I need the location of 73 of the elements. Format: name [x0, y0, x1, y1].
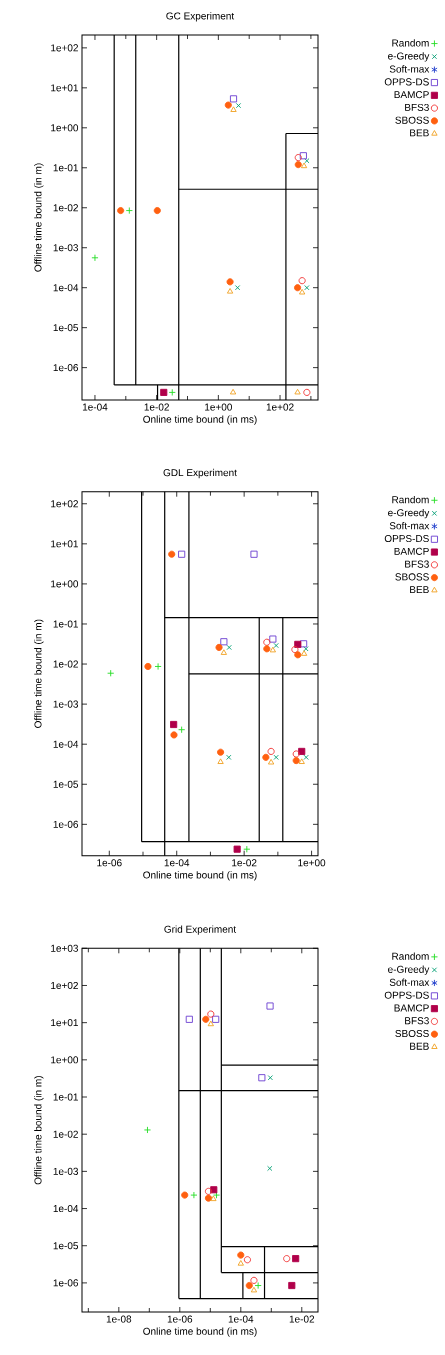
legend-label: OPPS-DS — [384, 78, 429, 86]
legend-label: BAMCP — [394, 1004, 429, 1012]
y-tick-label: 1e-05 — [53, 324, 79, 332]
y-tick-label: 1e-06 — [53, 1279, 79, 1287]
legend-label: e-Greedy — [388, 965, 430, 975]
legend-label: OPPS-DS — [384, 991, 429, 999]
x-tick-label: 1e-04 — [164, 859, 190, 867]
y-tick-label: 1e+02 — [51, 981, 78, 990]
y-axis-title: Offline time bound (in m) — [34, 619, 44, 728]
y-tick-label: 1e-01 — [53, 164, 78, 172]
y-tick-label: 1e-02 — [53, 204, 78, 212]
legend-label: SBOSS — [395, 116, 429, 124]
legend-label: Random — [392, 952, 429, 960]
legend-label: BFS3 — [405, 560, 429, 568]
legend-label: OPPS-DS — [384, 535, 429, 543]
y-tick-label: 1e+02 — [51, 500, 78, 508]
legend-label: BFS3 — [405, 1017, 429, 1025]
x-tick-label: 1e-04 — [82, 403, 108, 411]
legend-label: SBOSS — [395, 1029, 429, 1038]
y-tick-label: 1e-05 — [53, 780, 79, 788]
x-tick-label: 1e-02 — [144, 403, 169, 411]
x-tick-label: 1e-02 — [289, 1315, 315, 1323]
y-tick-label: 1e-04 — [53, 284, 79, 292]
legend-label: e-Greedy — [388, 508, 430, 519]
legend-label: Soft-max — [389, 65, 430, 73]
y-tick-label: 1e-04 — [53, 740, 79, 748]
legend-label: e-Greedy — [388, 52, 430, 62]
x-axis-title: Online time bound (in ms) — [143, 1327, 257, 1337]
legend-label: Random — [392, 39, 429, 47]
legend-label: Random — [392, 495, 429, 504]
y-tick-label: 1e+00 — [51, 124, 79, 132]
x-tick-label: 1e-04 — [228, 1315, 254, 1323]
y-tick-label: 1e-02 — [53, 660, 78, 668]
y-tick-label: 1e+01 — [51, 84, 78, 92]
x-tick-label: 1e-08 — [106, 1315, 132, 1323]
x-axis-title: Online time bound (in ms) — [143, 415, 257, 425]
legend-label: BAMCP — [394, 547, 429, 555]
legend-label: SBOSS — [395, 573, 429, 581]
y-axis-title: Offline time bound (in m) — [34, 163, 44, 272]
y-tick-label: 1e-01 — [53, 620, 78, 628]
y-axis-title: Offline time bound (in m) — [34, 1076, 44, 1185]
y-tick-label: 1e-05 — [53, 1242, 79, 1250]
x-tick-label: 1e-02 — [232, 859, 257, 867]
chart-title: GDL Experiment — [163, 468, 237, 479]
y-tick-label: 1e-06 — [53, 364, 79, 372]
x-tick-label: 1e+00 — [205, 403, 232, 411]
y-tick-label: 1e-01 — [53, 1093, 78, 1101]
y-tick-label: 1e+01 — [51, 540, 78, 548]
y-tick-label: 1e-02 — [53, 1130, 78, 1138]
x-tick-label: 1e-06 — [97, 859, 122, 867]
x-tick-label: 1e+00 — [298, 859, 326, 867]
y-tick-label: 1e+02 — [51, 44, 78, 52]
y-tick-label: 1e+00 — [51, 1056, 79, 1064]
legend-label: Soft-max — [389, 978, 430, 986]
x-axis-title: Online time bound (in ms) — [143, 871, 257, 881]
y-tick-label: 1e-03 — [53, 700, 79, 708]
legend-label: BAMCP — [394, 91, 429, 99]
legend-label: BFS3 — [405, 103, 429, 111]
y-tick-label: 1e+03 — [51, 944, 79, 952]
x-tick-label: 1e-06 — [167, 1315, 193, 1323]
chart-title: GC Experiment — [166, 12, 235, 22]
y-tick-label: 1e+01 — [51, 1019, 78, 1027]
chart-title: Grid Experiment — [164, 925, 237, 935]
y-tick-label: 1e-04 — [53, 1205, 79, 1213]
y-tick-label: 1e-06 — [53, 820, 79, 828]
legend-label: BEB — [410, 129, 429, 137]
y-tick-label: 1e+00 — [51, 580, 79, 588]
y-tick-label: 1e-03 — [53, 1167, 79, 1175]
y-tick-label: 1e-03 — [53, 244, 79, 252]
x-tick-label: 1e+02 — [266, 403, 294, 411]
legend-label: Soft-max — [389, 521, 430, 530]
legend-label: BEB — [410, 1042, 429, 1050]
legend-label: BEB — [410, 586, 429, 594]
